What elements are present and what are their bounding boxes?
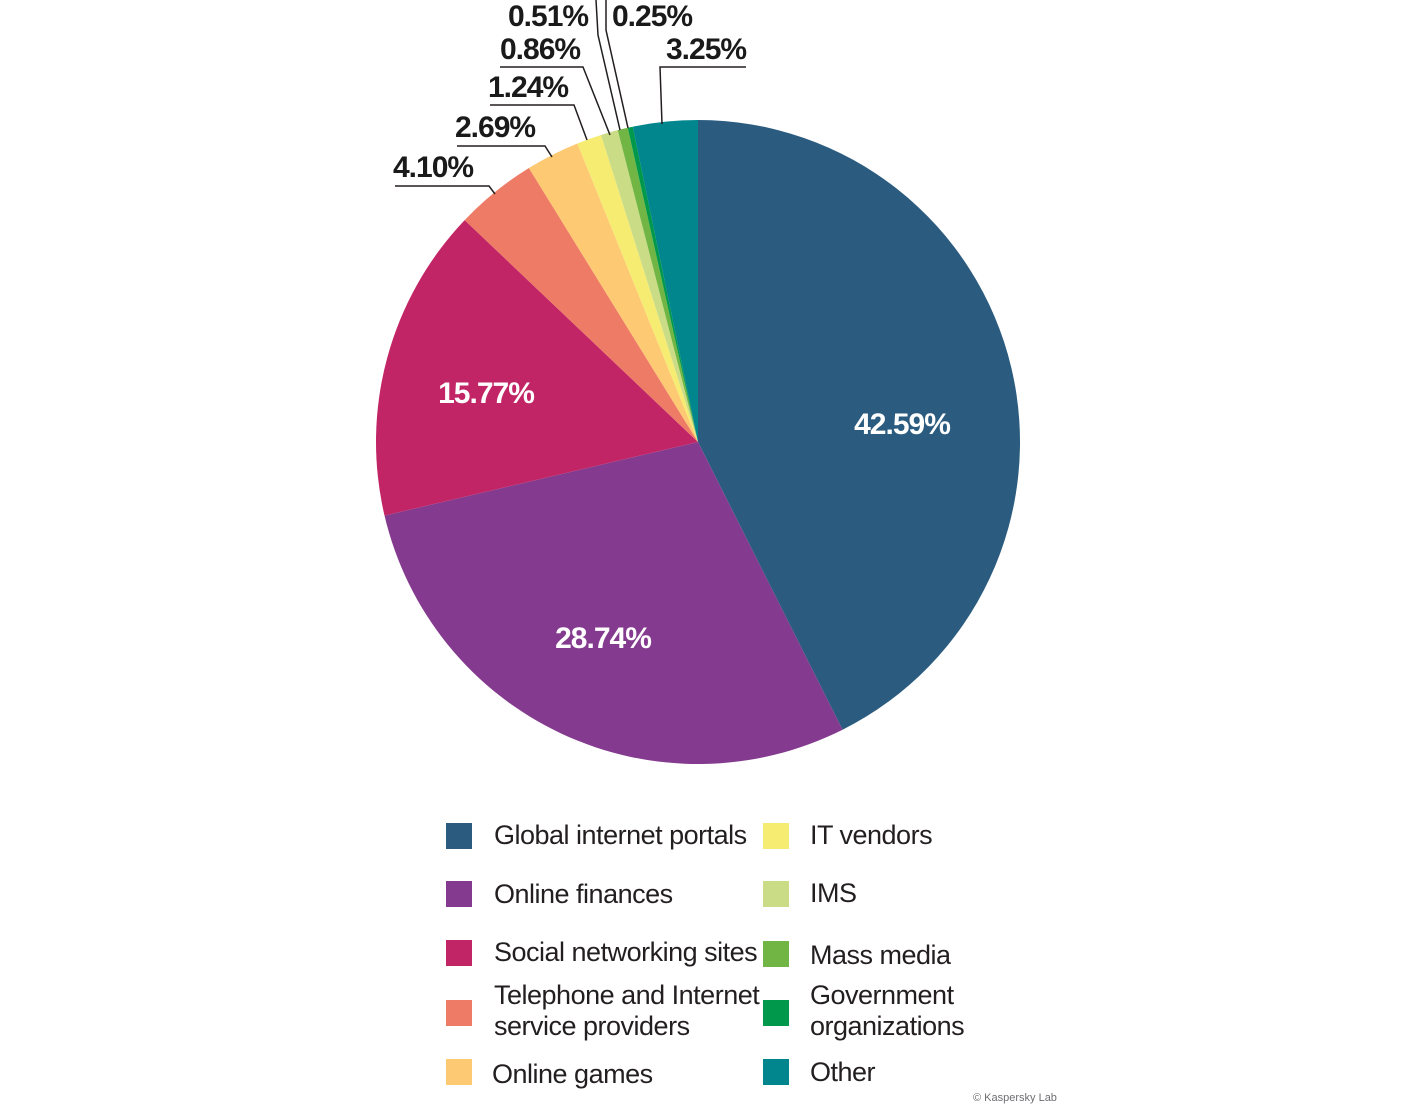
pie-slice-online-finances — [384, 442, 843, 765]
pie-slice-online-games — [528, 143, 698, 442]
leader-line — [659, 66, 746, 125]
legend-swatch-online-games — [446, 1059, 472, 1085]
pie-chart: 42.59%28.74%15.77%4.10%2.69%1.24%0.86%0.… — [375, 0, 1021, 765]
slice-value-label: 0.86% — [500, 33, 580, 66]
legend-swatch-ims — [763, 881, 789, 907]
legend-label-online-games: Online games — [492, 1059, 653, 1089]
legend-swatch-global-internet-portals — [446, 823, 472, 849]
leader-line — [595, 0, 621, 131]
legend-swatch-social-networking-sites — [446, 940, 472, 966]
legend-label-telephone-and-internet-service-providers: Telephone and Internet service providers — [494, 980, 760, 1041]
legend-label-it-vendors: IT vendors — [810, 820, 933, 850]
slice-value-label: 4.10% — [393, 151, 473, 184]
legend-swatch-it-vendors — [763, 823, 789, 849]
legend-label-mass-media: Mass media — [810, 940, 951, 970]
leader-line — [500, 66, 611, 136]
legend-swatch-government-organizations — [763, 1000, 789, 1026]
pie-slices — [375, 120, 1021, 765]
slice-value-label: 0.25% — [612, 0, 692, 33]
legend-swatch-online-finances — [446, 881, 472, 907]
pie-slice-telephone-and-internet-service-providers — [464, 167, 698, 443]
pie-slice-mass-media — [617, 127, 698, 442]
pie-slice-other — [632, 120, 698, 442]
leader-line — [490, 104, 588, 141]
pie-slice-ims — [601, 130, 698, 443]
legend-label-online-finances: Online finances — [494, 879, 673, 909]
slice-value-label: 42.59% — [854, 408, 950, 441]
leader-line — [605, 0, 629, 129]
legend-label-social-networking-sites: Social networking sites — [494, 937, 758, 967]
slice-value-label: 0.51% — [508, 0, 588, 33]
legend-swatch-other — [763, 1059, 789, 1085]
pie-slice-social-networking-sites — [375, 220, 698, 516]
pie-slice-government-organizations — [627, 126, 698, 442]
pie-labels: 42.59%28.74%15.77%4.10%2.69%1.24%0.86%0.… — [393, 0, 951, 655]
leader-line — [395, 185, 496, 195]
slice-value-label: 3.25% — [666, 33, 746, 66]
legend-swatch-mass-media — [763, 941, 789, 967]
pie-slice-it-vendors — [577, 134, 698, 442]
copyright-text: © Kaspersky Lab — [973, 1092, 1057, 1104]
slice-value-label: 28.74% — [555, 622, 651, 655]
legend-label-global-internet-portals: Global internet portals — [494, 820, 747, 850]
leader-line — [457, 145, 553, 158]
pie-slice-global-internet-portals — [698, 120, 1021, 730]
legend-label-ims: IMS — [810, 878, 857, 908]
legend-label-other: Other — [810, 1057, 876, 1087]
label-leader-lines — [395, 0, 746, 195]
legend-swatch-telephone-and-internet-service-providers — [446, 1000, 472, 1026]
legend-label-government-organizations: Government organizations — [810, 980, 965, 1041]
slice-value-label: 1.24% — [488, 71, 568, 104]
slice-value-label: 15.77% — [438, 377, 534, 410]
slice-value-label: 2.69% — [455, 111, 535, 144]
